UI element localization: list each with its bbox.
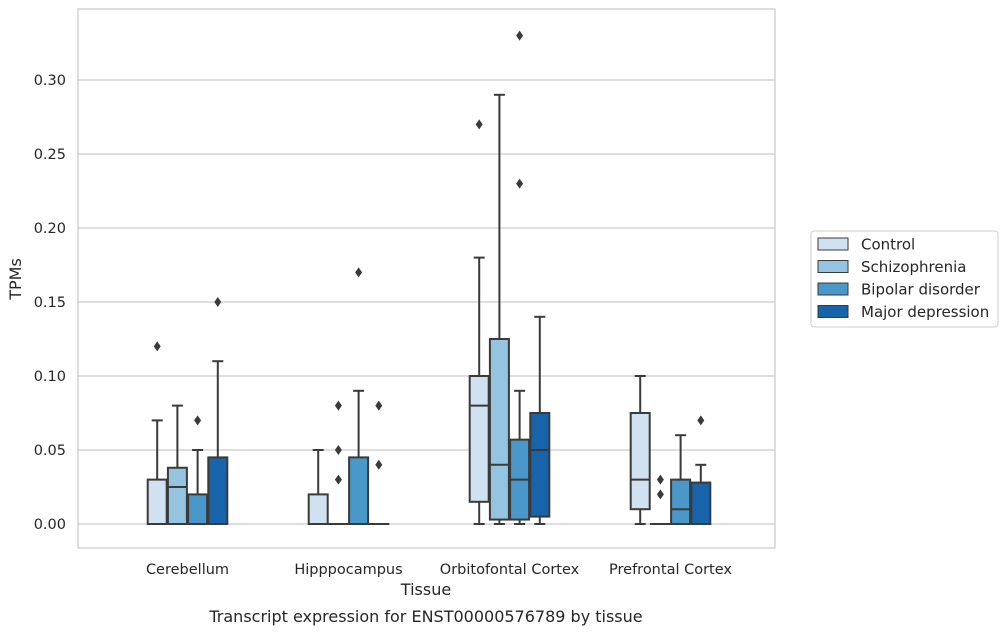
box-bipolar-disorder	[670, 434, 692, 526]
box-control	[146, 341, 168, 526]
box-schizophrenia	[327, 400, 349, 526]
outlier-point	[334, 400, 342, 411]
box-body	[468, 375, 490, 503]
x-axis-label: Tissue	[400, 580, 451, 599]
box-body	[166, 466, 188, 526]
box-body	[690, 481, 712, 525]
box-body	[207, 456, 229, 525]
x-tick-label: Hipppocampus	[294, 562, 402, 578]
box-control	[468, 119, 490, 525]
plot-frame	[77, 8, 776, 549]
legend-frame	[810, 230, 999, 328]
y-axis-label: TPMs	[6, 258, 25, 301]
box-major-depression	[529, 315, 551, 525]
outlier-point	[656, 474, 664, 485]
box-body	[488, 338, 510, 521]
box-body	[629, 412, 651, 511]
box-major-depression	[690, 415, 712, 525]
chart-caption: Transcript expression for ENST0000057678…	[208, 607, 642, 626]
outlier-point	[214, 297, 222, 307]
legend-label: Control	[861, 236, 915, 254]
x-tick-label: Orbitofontal Cortex	[440, 562, 580, 578]
box-control	[307, 449, 329, 525]
x-tick-labels: Cerebellum Hipppocampus Orbitofontal Corte…	[146, 562, 732, 578]
y-tick-label: 0.30	[34, 73, 66, 89]
y-tick-label: 0.10	[34, 369, 66, 385]
box-bipolar-disorder	[348, 267, 370, 525]
box-body	[529, 412, 551, 518]
outlier-point	[516, 178, 524, 189]
box-body	[146, 478, 168, 526]
legend-swatch	[817, 305, 849, 318]
box-body	[670, 478, 692, 526]
outlier-point	[516, 30, 524, 41]
y-tick-label: 0.05	[34, 443, 66, 459]
legend-label: Schizophrenia	[861, 258, 966, 276]
box-body	[348, 456, 370, 525]
legend-label: Bipolar disorder	[861, 281, 981, 299]
box-schizophrenia	[488, 93, 510, 525]
legend-swatch	[817, 260, 849, 273]
box-body	[187, 493, 209, 525]
outlier-point	[656, 489, 664, 500]
outlier-point	[153, 341, 161, 352]
x-tick-label: Prefrontal Cortex	[609, 562, 732, 578]
box-bipolar-disorder	[187, 415, 209, 525]
box-schizophrenia	[166, 404, 188, 526]
boxes	[146, 30, 712, 526]
outlier-point	[375, 459, 383, 470]
box-body	[307, 493, 329, 525]
box-schizophrenia	[649, 474, 671, 526]
outlier-point	[375, 400, 383, 411]
legend-label: Major depression	[861, 303, 989, 321]
outlier-point	[355, 267, 363, 278]
y-tick-label: 0.25	[34, 147, 66, 163]
box-control	[629, 375, 651, 525]
legend-swatch	[817, 282, 849, 296]
outlier-point	[475, 119, 483, 130]
legend-swatch	[817, 237, 849, 251]
x-tick-label: Cerebellum	[146, 562, 229, 578]
box-bipolar-disorder	[509, 30, 531, 525]
legend: Control Schizophrenia Bipolar disorder Majo…	[810, 230, 999, 328]
y-tick-label: 0.00	[34, 517, 66, 533]
box-major-depression	[368, 400, 390, 526]
outlier-point	[697, 415, 705, 426]
y-tick-labels: 0.00 0.05 0.10 0.15 0.20 0.25 0.30	[34, 73, 66, 533]
y-tick-label: 0.15	[34, 295, 66, 311]
outlier-point	[334, 445, 342, 455]
box-major-depression	[207, 297, 229, 525]
outlier-point	[194, 415, 202, 426]
grid-lines	[78, 79, 775, 525]
outlier-point	[334, 474, 342, 485]
y-tick-label: 0.20	[34, 221, 66, 237]
